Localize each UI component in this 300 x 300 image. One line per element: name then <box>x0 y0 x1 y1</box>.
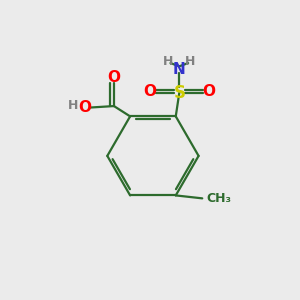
Text: H: H <box>163 55 173 68</box>
Text: S: S <box>173 84 185 102</box>
Text: CH₃: CH₃ <box>207 192 232 205</box>
Text: O: O <box>107 70 120 85</box>
Text: H: H <box>185 55 196 68</box>
Text: O: O <box>143 84 156 99</box>
Text: N: N <box>173 62 186 77</box>
Text: O: O <box>79 100 92 115</box>
Text: H: H <box>68 99 78 112</box>
Text: O: O <box>202 84 215 99</box>
